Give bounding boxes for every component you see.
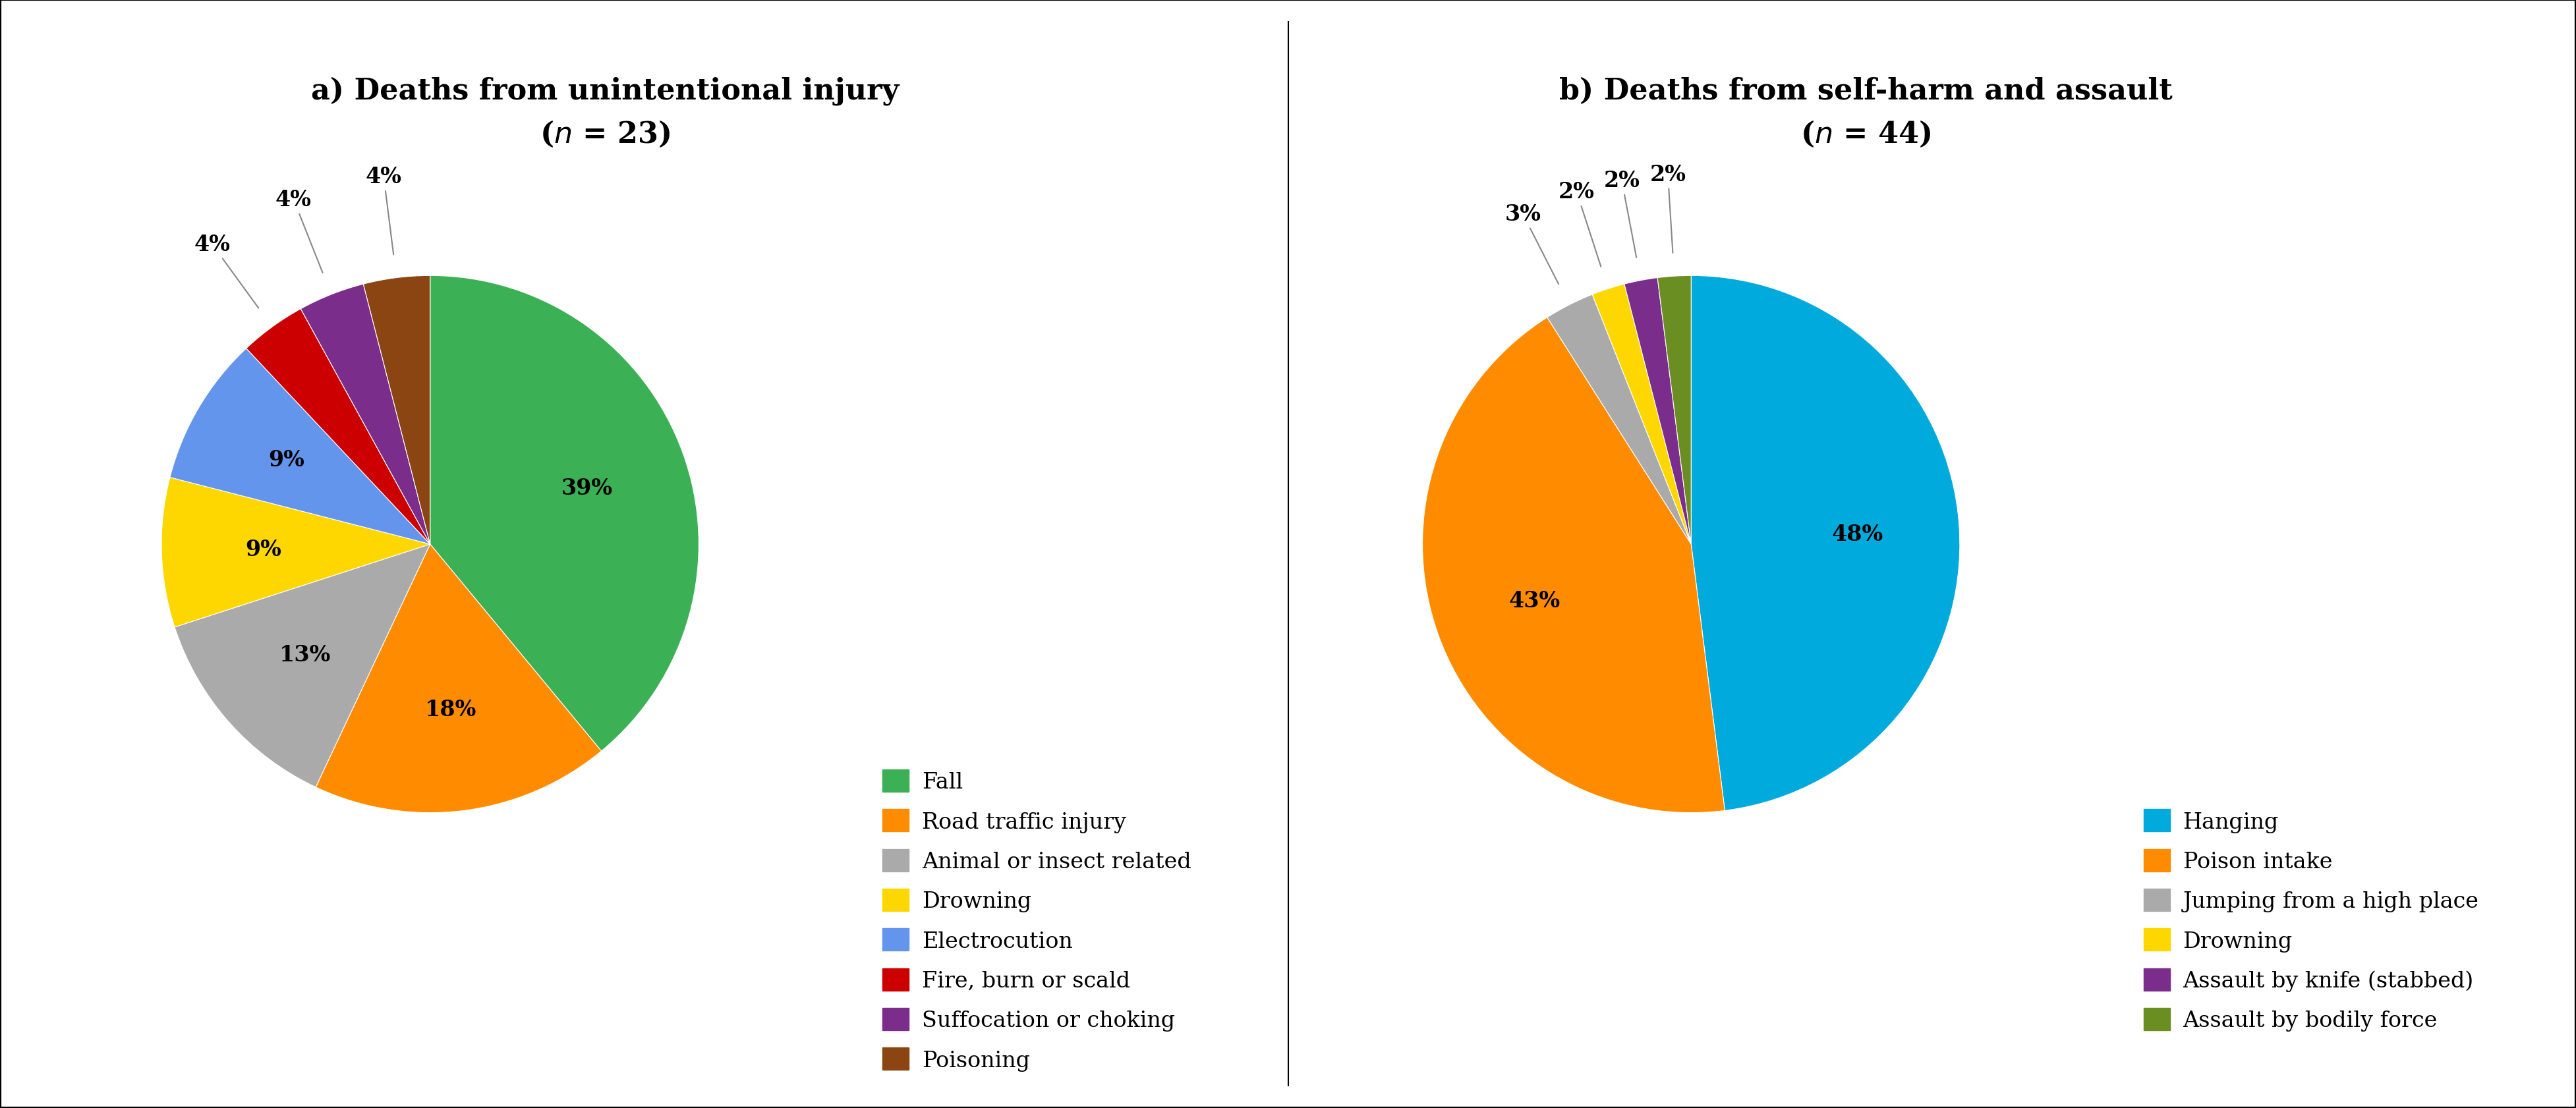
- Wedge shape: [1656, 276, 1690, 544]
- Text: 4%: 4%: [366, 166, 402, 255]
- Wedge shape: [430, 276, 698, 751]
- Text: 48%: 48%: [1832, 523, 1883, 545]
- Wedge shape: [175, 544, 430, 788]
- Text: 4%: 4%: [276, 189, 322, 274]
- Text: 4%: 4%: [193, 234, 258, 308]
- Wedge shape: [301, 285, 430, 544]
- Wedge shape: [1690, 276, 1960, 811]
- Wedge shape: [247, 309, 430, 544]
- Text: 39%: 39%: [562, 478, 613, 499]
- Text: 9%: 9%: [245, 538, 281, 561]
- Wedge shape: [1422, 318, 1726, 813]
- Text: 2%: 2%: [1558, 182, 1600, 267]
- Wedge shape: [317, 544, 600, 813]
- Text: 13%: 13%: [278, 644, 330, 665]
- Text: 43%: 43%: [1510, 589, 1561, 612]
- Title: a) Deaths from unintentional injury
($\it{n}$ = 23): a) Deaths from unintentional injury ($\i…: [312, 76, 899, 150]
- Title: b) Deaths from self-harm and assault
($\it{n}$ = 44): b) Deaths from self-harm and assault ($\…: [1558, 76, 2172, 150]
- Legend: Fall, Road traffic injury, Animal or insect related, Drowning, Electrocution, Fi: Fall, Road traffic injury, Animal or ins…: [876, 763, 1198, 1077]
- Text: 2%: 2%: [1602, 170, 1641, 258]
- Wedge shape: [363, 276, 430, 544]
- Text: 9%: 9%: [268, 449, 304, 471]
- Wedge shape: [1548, 295, 1690, 544]
- Wedge shape: [162, 478, 430, 627]
- Wedge shape: [1592, 285, 1690, 544]
- Text: 2%: 2%: [1649, 164, 1685, 254]
- Text: 18%: 18%: [425, 699, 477, 720]
- Wedge shape: [1625, 278, 1690, 544]
- Text: 3%: 3%: [1504, 204, 1558, 285]
- Legend: Hanging, Poison intake, Jumping from a high place, Drowning, Assault by knife (s: Hanging, Poison intake, Jumping from a h…: [2136, 802, 2486, 1038]
- Wedge shape: [170, 349, 430, 544]
